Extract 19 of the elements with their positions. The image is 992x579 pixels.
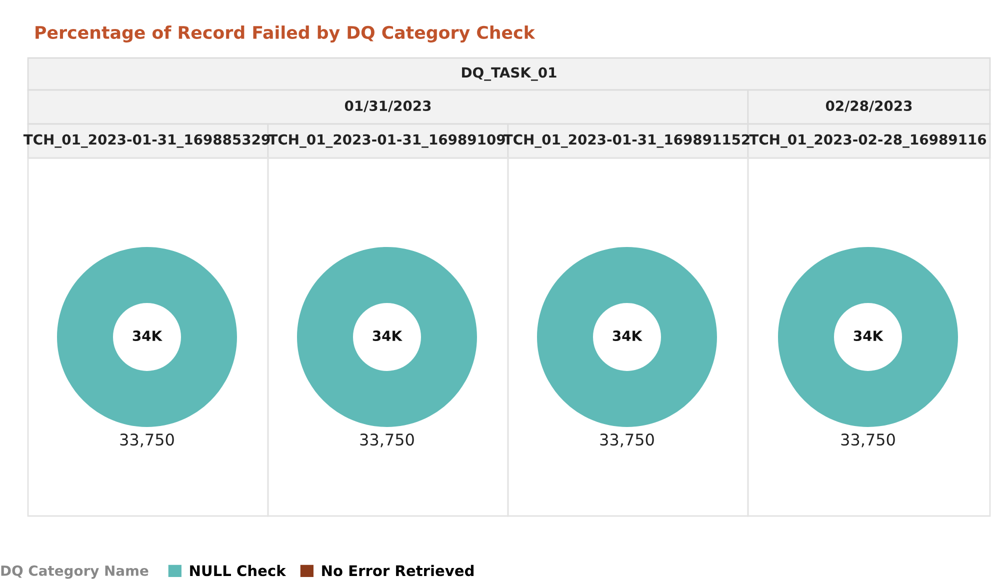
text: 33,750 xyxy=(360,434,414,448)
text: 34K xyxy=(612,330,642,342)
legend-title: DQ Category Name xyxy=(1,565,148,579)
legend-label: No Error Retrieved xyxy=(322,564,474,576)
text: 01/31/2023 xyxy=(344,100,431,112)
text: Percentage of Record Failed by DQ Category Check xyxy=(36,26,536,42)
chart-title: TCH_01_2023-01-31_16989109 xyxy=(268,134,505,148)
text: 33,750 xyxy=(600,434,654,448)
chart-title: TCH_01_2023-01-31_169891152 xyxy=(503,134,750,148)
chart-title: TCH_01_2023-01-31_169885329 xyxy=(23,134,270,148)
text: 34K xyxy=(854,330,884,342)
text: 02/28/2023 xyxy=(826,100,912,112)
text: 34K xyxy=(372,330,402,342)
legend-label: NULL Check xyxy=(190,564,286,576)
text: 34K xyxy=(132,330,162,342)
text: DQ_TASK_01 xyxy=(462,67,556,81)
text: 33,750 xyxy=(120,434,174,448)
text: 33,750 xyxy=(841,434,895,448)
chart-title: TCH_01_2023-02-28_16989116 xyxy=(749,134,986,148)
